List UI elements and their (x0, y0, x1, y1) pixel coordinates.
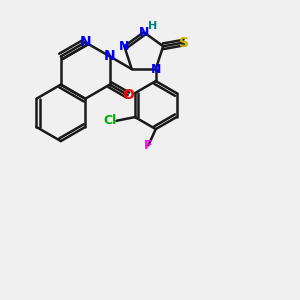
Text: N: N (139, 26, 149, 39)
Text: N: N (80, 35, 91, 49)
Text: H: H (148, 21, 158, 31)
Text: O: O (122, 88, 134, 102)
Text: S: S (179, 35, 189, 50)
Text: F: F (144, 139, 153, 152)
Text: N: N (151, 63, 161, 76)
Text: N: N (119, 40, 130, 53)
Text: N: N (104, 50, 116, 63)
Text: Cl: Cl (103, 114, 116, 127)
